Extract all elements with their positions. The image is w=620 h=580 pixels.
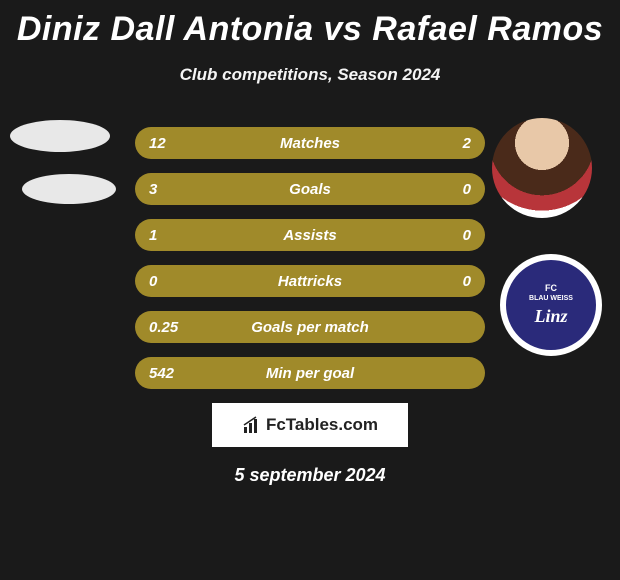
page-title: Diniz Dall Antonia vs Rafael Ramos <box>0 0 620 49</box>
stat-row: 3 Goals 0 <box>135 173 485 205</box>
stat-left-value: 3 <box>149 181 189 198</box>
stat-right-value: 2 <box>431 135 471 152</box>
stat-label: Goals per match <box>189 319 431 336</box>
stat-right-value: 0 <box>431 227 471 244</box>
stats-table: 12 Matches 2 3 Goals 0 1 Assists 0 0 Hat… <box>0 127 620 389</box>
stat-left-value: 542 <box>149 365 189 382</box>
stat-left-value: 12 <box>149 135 189 152</box>
stat-right-value: 0 <box>431 181 471 198</box>
stat-left-value: 0.25 <box>149 319 189 336</box>
stat-row: 0.25 Goals per match <box>135 311 485 343</box>
date-label: 5 september 2024 <box>0 465 620 486</box>
subtitle: Club competitions, Season 2024 <box>0 65 620 85</box>
stat-left-value: 1 <box>149 227 189 244</box>
stat-row: 1 Assists 0 <box>135 219 485 251</box>
stat-label: Hattricks <box>189 273 431 290</box>
stat-label: Assists <box>189 227 431 244</box>
stat-label: Goals <box>189 181 431 198</box>
brand-text: FcTables.com <box>266 415 378 435</box>
stat-row: 542 Min per goal <box>135 357 485 389</box>
stat-right-value: 0 <box>431 273 471 290</box>
stat-left-value: 0 <box>149 273 189 290</box>
stat-label: Matches <box>189 135 431 152</box>
brand-attribution[interactable]: FcTables.com <box>212 403 408 447</box>
stat-row: 0 Hattricks 0 <box>135 265 485 297</box>
stat-label: Min per goal <box>189 365 431 382</box>
chart-icon <box>242 415 262 435</box>
stat-row: 12 Matches 2 <box>135 127 485 159</box>
